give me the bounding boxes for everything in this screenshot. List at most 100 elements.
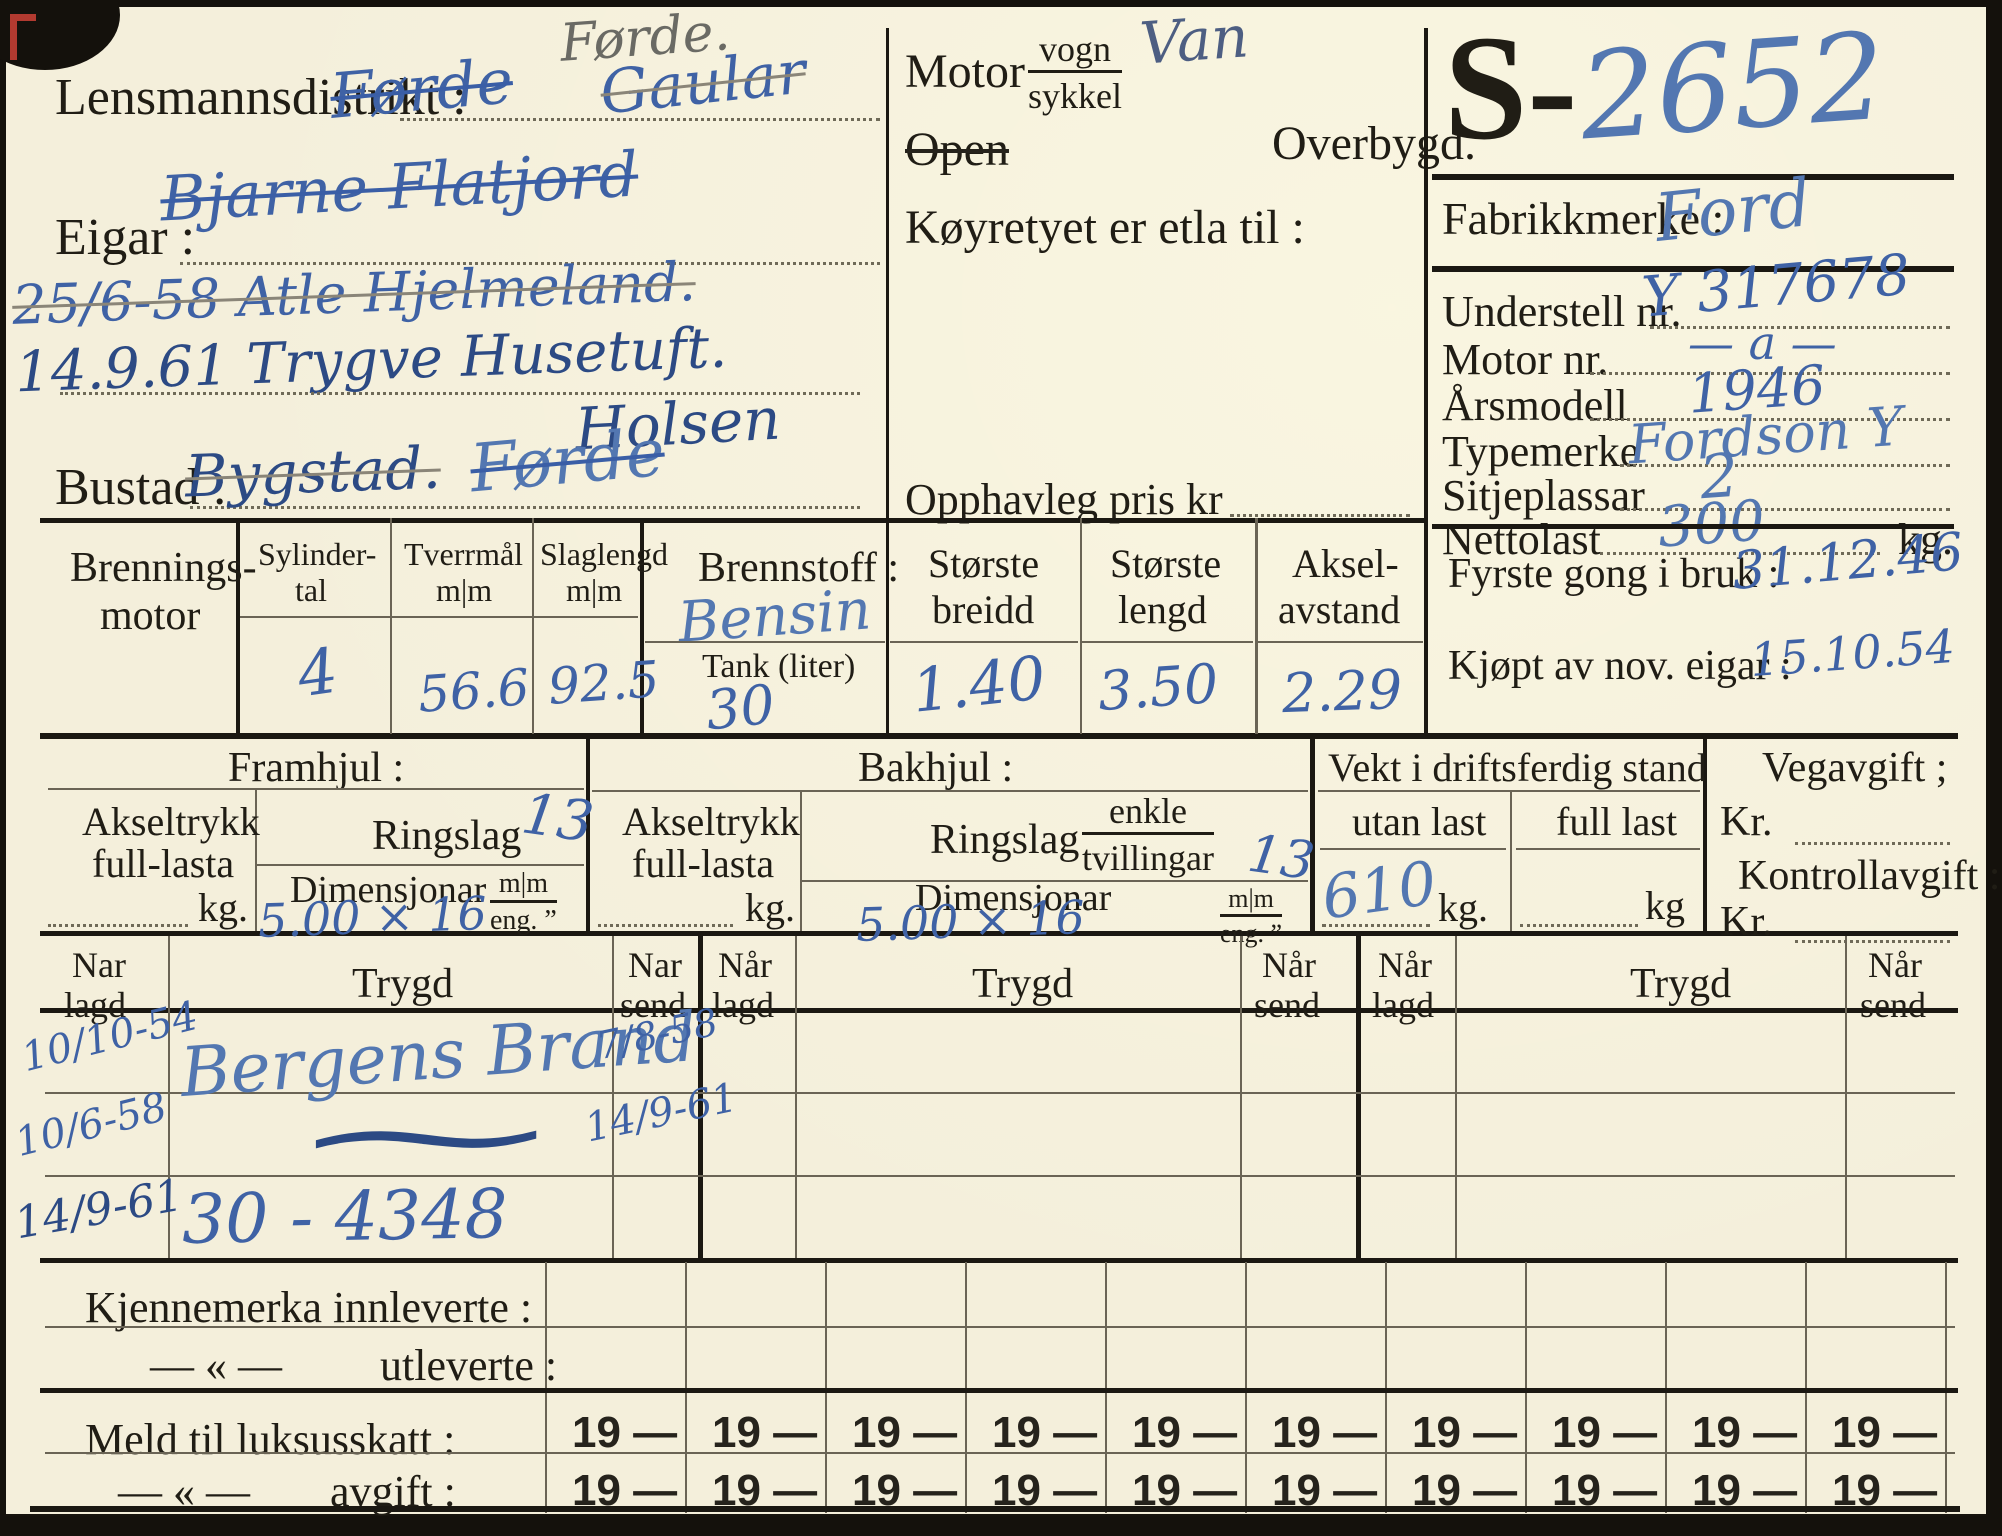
full-last-dotted (1520, 924, 1638, 927)
arsmodell-dotted (1590, 418, 1950, 421)
bakhjul-enkle-label: enkle (1082, 790, 1214, 835)
nettolast-dotted (1600, 552, 1880, 555)
luksusskatt-label: Meld til luksusskatt : (85, 1415, 456, 1464)
kj-cell-line-3 (825, 1262, 827, 1388)
understell-dotted (1650, 326, 1950, 329)
lk-cell-line-7 (1385, 1393, 1387, 1513)
trygd-header-underline (40, 1008, 1958, 1013)
arsmodell-label: Årsmodell (1442, 381, 1628, 430)
red-pen-mark (10, 14, 17, 60)
trygd-bottom-rule (40, 1258, 1958, 1263)
bakhjul-title: Bakhjul : (858, 745, 1014, 791)
vegavgift-dotted (1795, 842, 1950, 845)
breidd-divider (890, 641, 1078, 643)
vogn-label: vogn (1028, 28, 1122, 73)
full-last-label: full last (1556, 799, 1678, 844)
kontrollavgift-dotted (1795, 940, 1950, 943)
eigar-dotted-line (180, 262, 880, 265)
framhjul-title-underline (48, 788, 584, 790)
trygd-row2-ditto-squiggle: ~ (278, 1072, 574, 1200)
engine-vline-1 (236, 518, 240, 734)
trygd-b3-send-2: send (1860, 985, 1926, 1025)
year-cell: 19 — (1692, 1408, 1798, 1457)
trygd-row3-number-handwriting: 30 - 4348 (181, 1175, 509, 1260)
lengd-divider (1082, 641, 1253, 643)
bakhjul-tvillingar-label: tvillingar (1082, 838, 1214, 878)
framhjul-inner-vline (255, 788, 257, 931)
trygd-b3-vline-2 (1845, 936, 1847, 1258)
eigar-label: Eigar : (55, 209, 196, 266)
vegavgift-kr-label: Kr. (1720, 799, 1773, 845)
aksel-header-2: avstand (1278, 587, 1401, 632)
price-label: Opphavleg pris kr (905, 475, 1223, 524)
luksus-row-divider (45, 1452, 1955, 1454)
kjennemerka-ditto: — « — (150, 1341, 282, 1390)
breidd-header-1: Største (928, 541, 1040, 586)
trygd-b2-vline-1 (795, 936, 797, 1258)
lk-cell-line-11 (1945, 1393, 1947, 1513)
framhjul-dim-handwriting: 5.00 × 16 (257, 886, 488, 948)
card-bottom-rule (30, 1506, 1960, 1512)
lk-cell-line-2 (685, 1393, 687, 1513)
year-cell: 19 — (1832, 1408, 1938, 1457)
utan-last-kg: kg. (1438, 885, 1488, 930)
fuel-divider (645, 641, 885, 643)
lk-cell-line-8 (1525, 1393, 1527, 1513)
rule-below-fabrikkmerke (1432, 266, 1954, 272)
typemerke-dotted (1620, 464, 1950, 467)
year-cell: 19 — (572, 1408, 678, 1457)
engine-vline-3 (532, 518, 534, 734)
bought-label: Kjøpt av nov. eigar : (1448, 643, 1792, 689)
wheels-vline-2 (1310, 739, 1315, 931)
wheels-band-bottom-rule (40, 931, 1958, 936)
bustad-handwriting-crossed: Bygstad. (183, 433, 442, 511)
fabrikkmerke-handwriting: Ford (1651, 164, 1815, 257)
trygd-b3-vline-1 (1455, 936, 1457, 1258)
stroke-header-2: m|m (566, 572, 623, 608)
vogn-sykkel-fraction: vogn sykkel (1028, 28, 1122, 117)
kj-cell-line-8 (1525, 1262, 1527, 1388)
plate-number-handwriting: 2652 (1575, 7, 1890, 168)
scan-edge-top (0, 0, 2002, 7)
vekt-title-underline (1318, 790, 1700, 792)
trygd-b3-title: Trygd (1630, 961, 1732, 1007)
year-cell: 19 — (852, 1408, 958, 1457)
kjennemerka-bottom-rule (40, 1388, 1958, 1393)
framhjul-unit-fraction: m|m eng. ” (490, 868, 557, 937)
kjennemerka-row-divider (45, 1326, 1955, 1328)
full-last-kg: kg (1645, 883, 1685, 928)
vekt-inner-vline (1510, 790, 1512, 931)
bore-value-handwriting: 56.6 (416, 658, 532, 724)
framhjul-ringslag-label: Ringslag (372, 813, 522, 859)
trygd-b3-lagd-2: lagd (1372, 985, 1434, 1025)
scan-edge-bottom (0, 1516, 2002, 1536)
trygd-b2-title: Trygd (972, 961, 1074, 1007)
kj-cell-line-7 (1385, 1262, 1387, 1388)
framhjul-akseltrykk-2: full-lasta (92, 841, 235, 886)
bakhjul-ringslag-divider (802, 880, 1308, 882)
trygd-b2-lagd-1: Når (718, 945, 772, 985)
engine-band-bottom-rule (40, 733, 1958, 739)
vekt-title: Vekt i driftsferdig stand (1328, 745, 1707, 790)
price-dotted-line (1230, 514, 1410, 517)
trygd-block-divider-2 (1356, 936, 1361, 1258)
framhjul-ringslag-handwriting: 13 (517, 781, 598, 856)
tank-value-handwriting: 30 (702, 672, 778, 743)
trygd-b3-send-1: Når (1868, 945, 1922, 985)
bakhjul-ringslag-handwriting: 13 (1244, 823, 1319, 893)
fuel-value-handwriting: Bensin (675, 577, 874, 656)
trygd-b2-send-1: Når (1262, 945, 1316, 985)
nettolast-label: Nettolast (1442, 515, 1601, 564)
kj-cell-line-10 (1805, 1262, 1807, 1388)
bakhjul-dim-label: Dimensjonar (915, 877, 1112, 919)
lk-cell-line-4 (965, 1393, 967, 1513)
kjennemerka-label: Kjennemerka innleverte : (85, 1283, 533, 1332)
trygd-b1-send-2: send (620, 985, 686, 1025)
bakhjul-ringslag-label: Ringslag (930, 817, 1080, 863)
trygd-b1-lagd-2: lagd (64, 985, 126, 1025)
bakhjul-inner-vline (800, 790, 802, 931)
year-cell: 19 — (1132, 1408, 1238, 1457)
kj-cell-line-11 (1945, 1262, 1947, 1388)
year-cell: 19 — (712, 1408, 818, 1457)
district-dotted-line (400, 118, 880, 121)
